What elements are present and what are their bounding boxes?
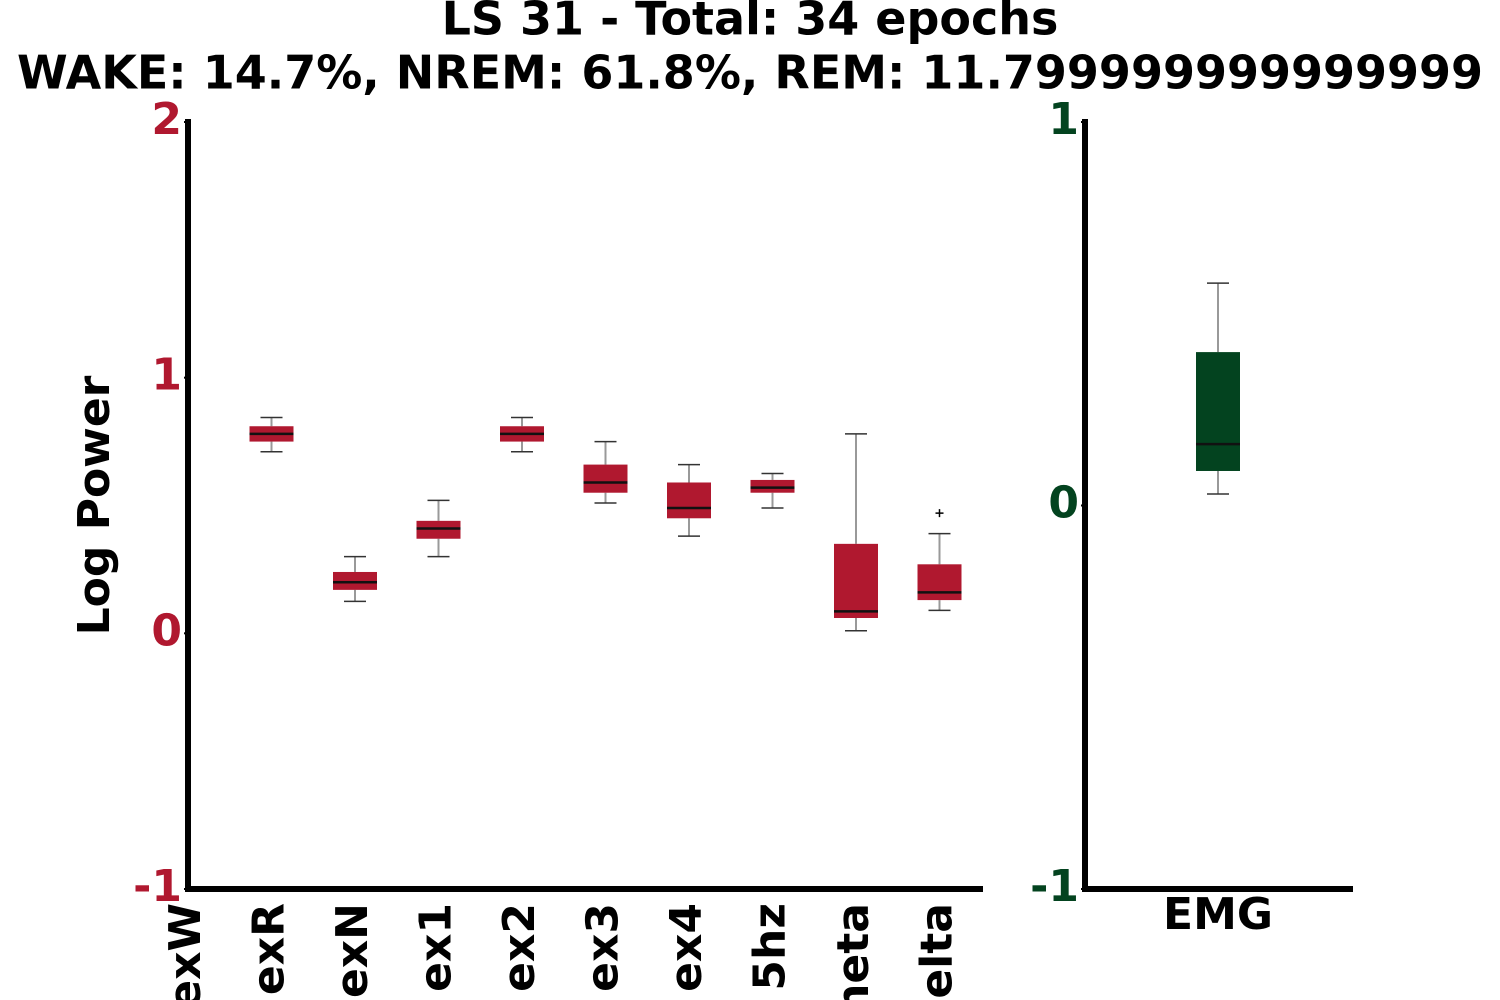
title: LS 31 - Total: 34 epochs	[442, 0, 1059, 46]
box	[667, 482, 711, 519]
x-tick-label: EMG	[1163, 889, 1273, 940]
y-tick-label: -1	[1030, 861, 1079, 912]
box	[583, 464, 628, 493]
box	[917, 564, 962, 601]
box	[750, 479, 795, 493]
box	[834, 543, 878, 618]
y-tick-label: -1	[133, 861, 182, 912]
subtitle: WAKE: 14.7%, NREM: 61.8%, REM: 11.799999…	[17, 46, 1483, 100]
x-tick-label: neta	[828, 903, 879, 1000]
box	[333, 571, 377, 590]
y-tick-label: 1	[1048, 94, 1079, 145]
y-tick-label: 0	[151, 605, 182, 656]
flier	[935, 509, 944, 518]
x-tick-label: ex1	[411, 903, 462, 992]
x-tick-label: ex2	[494, 903, 545, 992]
box	[1196, 352, 1240, 471]
y-tick-label: 0	[1048, 478, 1079, 529]
x-tick-label: ex4	[661, 903, 712, 992]
x-tick-label: exW	[160, 903, 211, 1000]
x-tick-label: 5hz	[745, 903, 796, 991]
x-tick-label: elta	[912, 903, 963, 999]
x-tick-label: exR	[244, 903, 295, 995]
y-tick-label: 2	[151, 94, 182, 145]
y-tick-label: 1	[151, 350, 182, 401]
box	[416, 520, 461, 539]
y-axis-label: Log Power	[69, 375, 120, 635]
x-tick-label: exN	[327, 903, 378, 998]
x-tick-label: ex3	[578, 903, 629, 992]
